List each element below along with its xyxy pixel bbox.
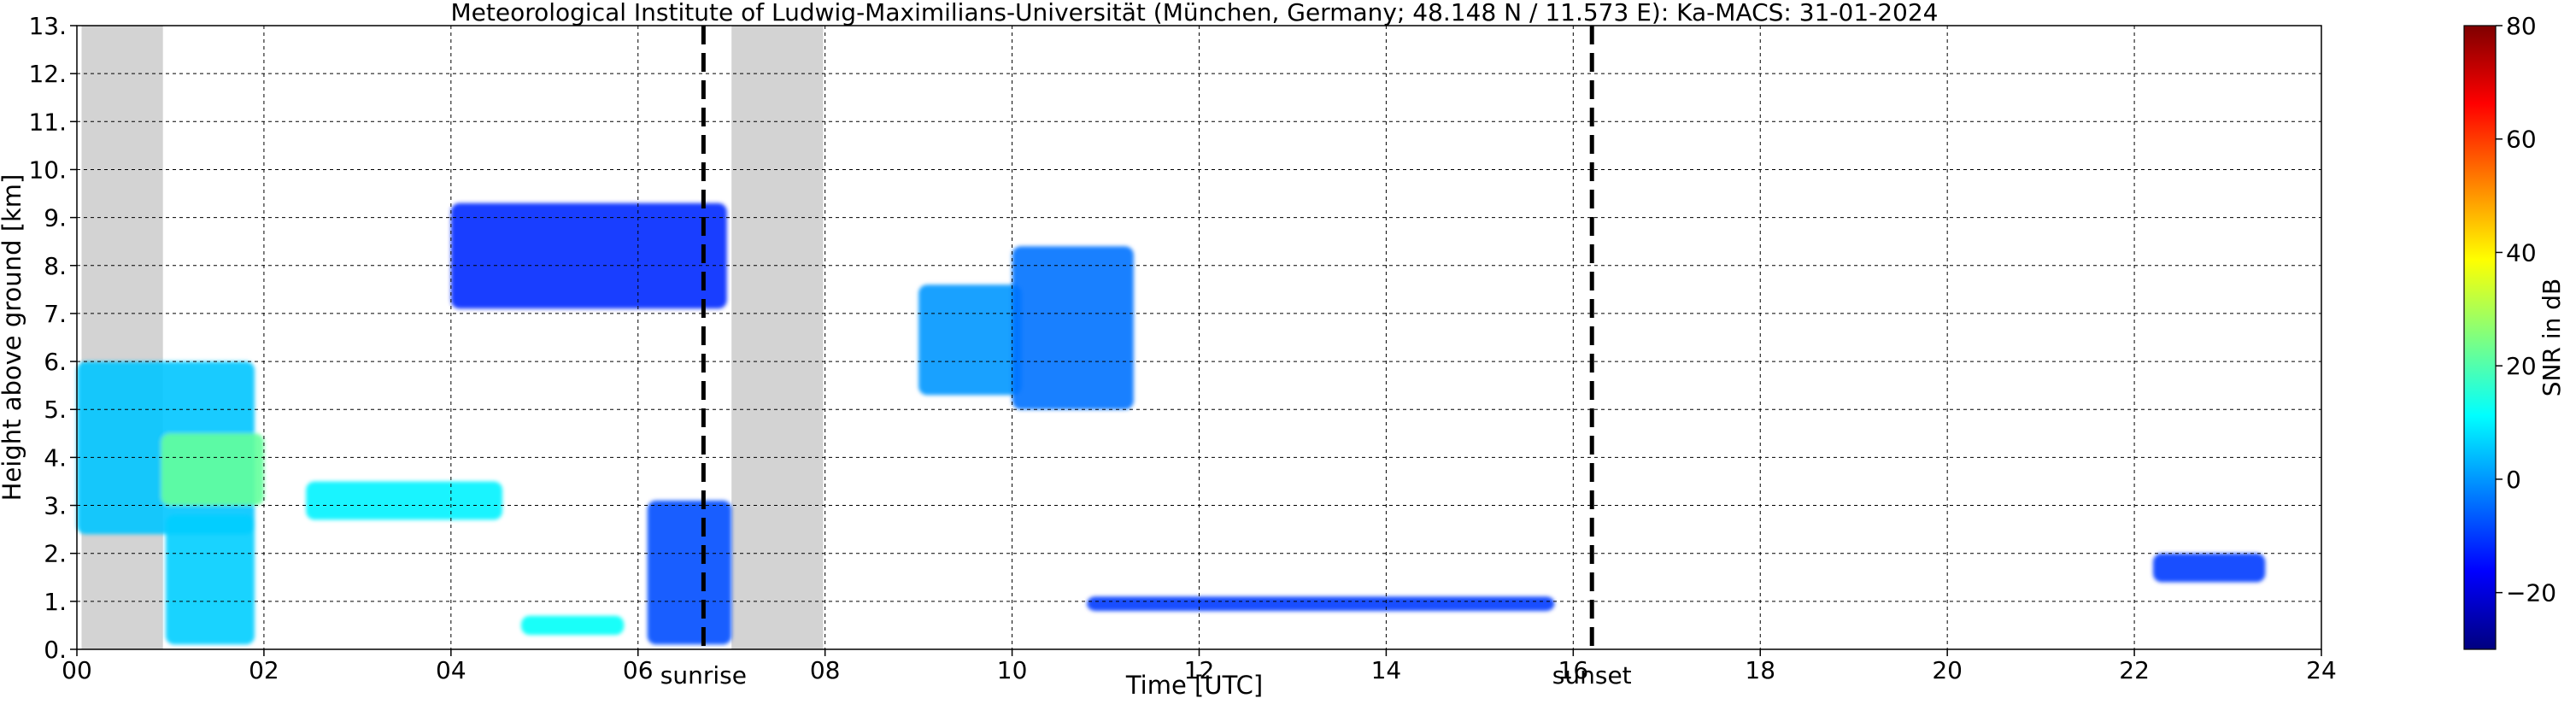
x-axis-label: Time [UTC] bbox=[1125, 671, 1263, 700]
x-tick-label: 10 bbox=[997, 656, 1028, 684]
y-tick-label: 11. bbox=[28, 108, 67, 136]
y-tick-label: 12. bbox=[28, 60, 67, 88]
echo-region bbox=[165, 514, 255, 645]
x-tick-label: 08 bbox=[810, 656, 841, 684]
echo-region bbox=[1012, 246, 1134, 410]
echo-region bbox=[647, 500, 732, 645]
colorbar-tick-label: 80 bbox=[2506, 12, 2537, 40]
colorbar-tick-label: 20 bbox=[2506, 352, 2537, 380]
sun-lines: sunrise sunset bbox=[660, 26, 1632, 689]
x-tick-label: 06 bbox=[623, 656, 654, 684]
y-tick-label: 8. bbox=[44, 252, 67, 280]
echo-region bbox=[450, 202, 727, 309]
colorbar-tick-label: 40 bbox=[2506, 238, 2537, 267]
colorbar-ticks: −20 0 20 40 60 80 bbox=[2496, 12, 2556, 607]
missing-data-bands bbox=[81, 26, 824, 649]
y-tick-label: 9. bbox=[44, 204, 67, 232]
sun-line-label: sunset bbox=[1552, 661, 1632, 689]
y-tick-label: 3. bbox=[44, 492, 67, 520]
plot-area bbox=[77, 26, 2321, 649]
x-tick-label: 04 bbox=[436, 656, 466, 684]
y-tick-label: 13. bbox=[28, 12, 67, 40]
x-tick-label: 16 bbox=[1558, 656, 1589, 684]
y-tick-label: 6. bbox=[44, 348, 67, 376]
missing-data-band bbox=[81, 26, 163, 649]
echo-region bbox=[2152, 553, 2266, 583]
y-tick-label: 10. bbox=[28, 155, 67, 184]
colorbar-label: SNR in dB bbox=[2538, 279, 2566, 396]
colorbar bbox=[2464, 26, 2496, 649]
colorbar-tick-label: 60 bbox=[2506, 126, 2537, 154]
y-tick-label: 4. bbox=[44, 443, 67, 472]
chart-title: Meteorological Institute of Ludwig-Maxim… bbox=[450, 0, 1938, 26]
echo-regions bbox=[77, 202, 2266, 645]
y-tick-label: 7. bbox=[44, 300, 67, 328]
x-tick-label: 24 bbox=[2306, 656, 2337, 684]
y-tick-label: 2. bbox=[44, 540, 67, 568]
x-axis-ticks: 00 02 04 06 08 10 12 14 16 18 20 22 24 bbox=[62, 649, 2337, 684]
colorbar-frame bbox=[2463, 25, 2497, 650]
x-tick-label: 22 bbox=[2119, 656, 2150, 684]
colorbar-tick-label: −20 bbox=[2506, 579, 2556, 607]
colorbar-tick-label: 0 bbox=[2506, 466, 2521, 494]
y-tick-label: 1. bbox=[44, 588, 67, 616]
echo-region bbox=[161, 433, 264, 506]
x-tick-label: 18 bbox=[1745, 656, 1775, 684]
y-tick-label: 0. bbox=[44, 636, 67, 664]
echo-region bbox=[306, 481, 503, 520]
echo-region bbox=[1087, 596, 1555, 612]
grid-lines bbox=[77, 26, 2321, 649]
y-axis-label: Height above ground [km] bbox=[0, 174, 26, 502]
echo-region bbox=[918, 285, 1022, 396]
y-tick-label: 5. bbox=[44, 396, 67, 424]
x-tick-label: 12 bbox=[1184, 656, 1215, 684]
x-tick-label: 14 bbox=[1371, 656, 1402, 684]
x-tick-label: 20 bbox=[1932, 656, 1963, 684]
sun-line-label: sunrise bbox=[660, 661, 747, 689]
missing-data-band bbox=[731, 26, 824, 649]
y-axis-ticks: 0. 1. 2. 3. 4. 5. 6. 7. 8. 9. 10. 11. 12. 13. bbox=[28, 12, 77, 664]
x-tick-label: 00 bbox=[62, 656, 92, 684]
echo-region bbox=[520, 615, 625, 636]
x-tick-label: 02 bbox=[249, 656, 279, 684]
